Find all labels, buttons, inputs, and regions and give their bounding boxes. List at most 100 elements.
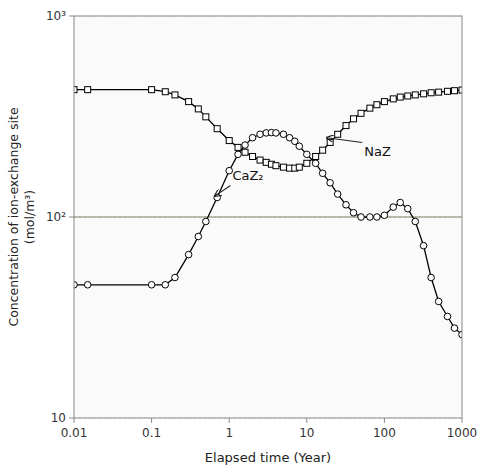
annotations: NaZ CaZ₂ xyxy=(215,138,391,196)
x-axis-label: Elapsed time (Year) xyxy=(205,450,331,465)
marker-circle xyxy=(312,160,319,167)
series-line xyxy=(74,133,462,335)
marker-circle xyxy=(428,274,435,281)
x-tick xyxy=(462,418,463,423)
marker-circle xyxy=(319,170,326,177)
marker-square xyxy=(390,96,396,102)
marker-circle xyxy=(235,151,242,158)
marker-square xyxy=(149,87,155,93)
marker-circle xyxy=(249,134,256,141)
reference-line xyxy=(74,216,462,217)
marker-circle xyxy=(327,179,334,186)
marker-square xyxy=(226,138,232,144)
marker-circle xyxy=(404,205,411,212)
y-axis-label: Concentration of ion-exchange site(mol/m… xyxy=(6,107,37,326)
marker-square xyxy=(195,106,201,112)
marker-square xyxy=(428,90,434,96)
marker-square xyxy=(320,147,326,153)
marker-circle xyxy=(214,194,221,201)
marker-square xyxy=(343,123,349,129)
marker-square xyxy=(214,126,220,132)
marker-circle xyxy=(273,130,280,137)
marker-square xyxy=(351,116,357,122)
marker-circle xyxy=(185,251,192,258)
marker-circle xyxy=(358,214,365,221)
marker-square xyxy=(273,163,279,169)
x-tick xyxy=(306,418,307,423)
x-tick-label: 1 xyxy=(225,426,233,440)
marker-square xyxy=(250,153,256,159)
marker-square xyxy=(162,89,168,95)
x-tick xyxy=(229,418,230,423)
marker-circle xyxy=(381,212,388,219)
marker-circle xyxy=(195,233,202,240)
marker-square xyxy=(451,88,457,94)
x-tick-label: 100 xyxy=(373,426,396,440)
marker-circle xyxy=(390,204,397,211)
marker-square xyxy=(186,99,192,105)
y-tick xyxy=(69,418,74,419)
marker-circle xyxy=(397,199,404,206)
marker-circle xyxy=(451,325,458,332)
marker-circle xyxy=(162,281,169,288)
marker-square xyxy=(242,149,248,155)
marker-square xyxy=(358,110,364,116)
plot-area xyxy=(74,87,462,338)
marker-square xyxy=(421,91,427,97)
marker-square xyxy=(374,102,380,108)
annotation-arrow xyxy=(327,138,363,143)
marker-circle xyxy=(84,281,91,288)
y-axis-label-line: (mol/m³) xyxy=(22,190,37,244)
marker-square xyxy=(235,144,241,150)
marker-circle xyxy=(148,281,155,288)
y-tick-label: 10² xyxy=(46,210,66,224)
plot-frame xyxy=(74,16,462,418)
grid xyxy=(74,16,462,418)
marker-circle xyxy=(435,298,442,305)
marker-circle xyxy=(343,201,350,208)
x-tick-label: 10 xyxy=(299,426,314,440)
marker-circle xyxy=(412,218,419,225)
x-tick-label: 0.01 xyxy=(61,426,88,440)
y-tick-label: 10 xyxy=(51,411,66,425)
marker-square xyxy=(257,157,263,163)
plot-background xyxy=(74,16,462,418)
annotation-text: CaZ₂ xyxy=(232,168,263,183)
marker-circle xyxy=(172,274,179,281)
marker-square xyxy=(367,105,373,111)
marker-circle xyxy=(420,242,427,249)
marker-circle xyxy=(296,143,303,150)
marker-square xyxy=(313,153,319,159)
marker-circle xyxy=(334,191,341,198)
annotation-text: NaZ xyxy=(364,144,391,159)
annotation-arrow xyxy=(215,185,231,196)
x-tick xyxy=(151,418,152,423)
marker-square xyxy=(412,92,418,98)
marker-square xyxy=(436,89,442,95)
marker-square xyxy=(280,164,286,170)
marker-square xyxy=(203,114,209,120)
axes: 0.010.111010010001010²10³ xyxy=(46,9,477,440)
y-tick xyxy=(69,16,74,17)
x-tick-label: 1000 xyxy=(447,426,478,440)
marker-square xyxy=(444,88,450,94)
marker-circle xyxy=(257,131,264,138)
marker-square xyxy=(397,94,403,100)
marker-circle xyxy=(280,131,287,138)
grid-line xyxy=(74,217,462,218)
marker-circle xyxy=(203,218,210,225)
marker-square xyxy=(172,92,178,98)
marker-square xyxy=(335,131,341,137)
y-tick-label: 10³ xyxy=(46,9,66,23)
marker-square xyxy=(405,93,411,99)
marker-circle xyxy=(350,209,357,216)
marker-circle xyxy=(242,142,249,149)
marker-circle xyxy=(374,214,381,221)
marker-square xyxy=(85,87,91,93)
marker-square xyxy=(304,160,310,166)
marker-circle xyxy=(304,151,311,158)
chart: 0.010.111010010001010²10³Elapsed time (Y… xyxy=(0,0,480,476)
y-tick xyxy=(69,217,74,218)
y-axis-label-line: Concentration of ion-exchange site xyxy=(6,107,21,326)
x-tick xyxy=(384,418,385,423)
